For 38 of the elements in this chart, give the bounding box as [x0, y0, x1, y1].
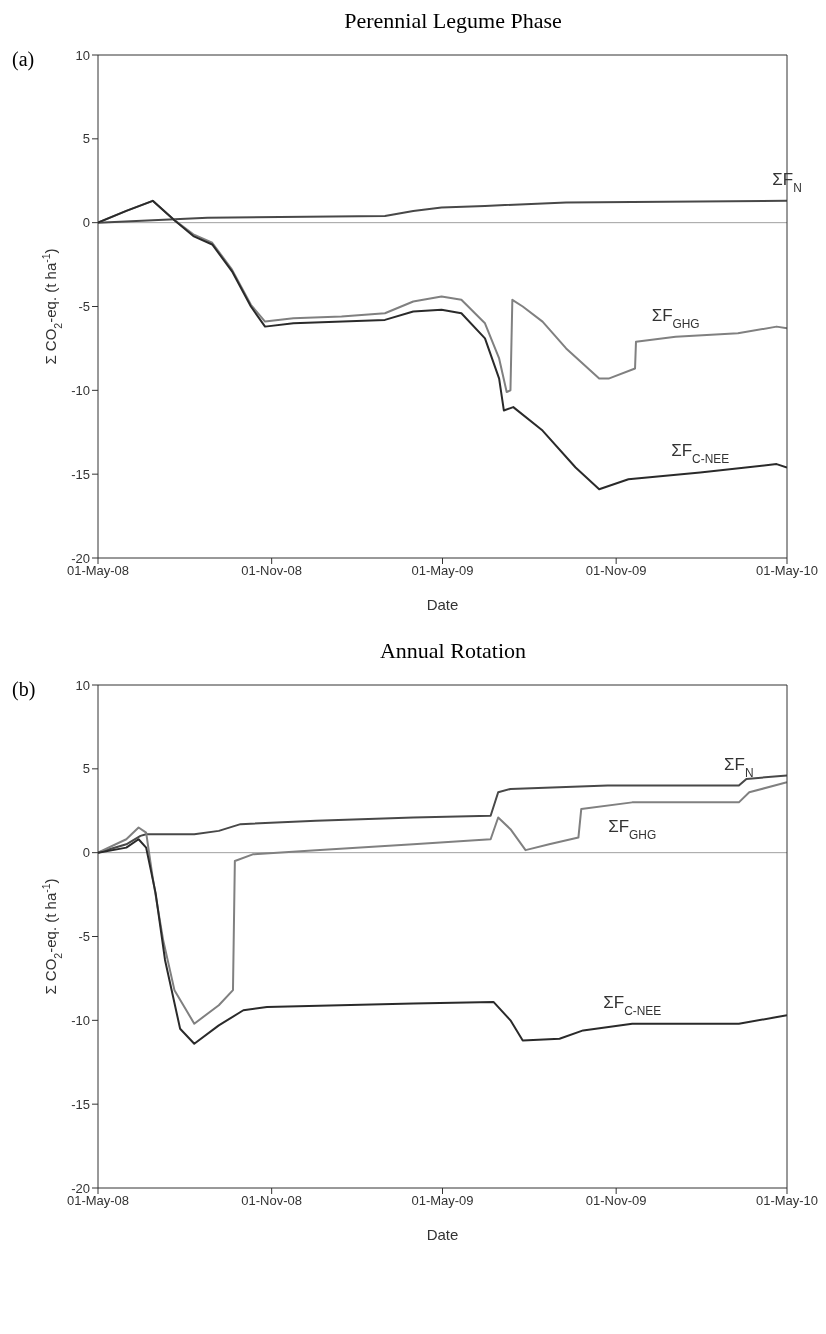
line-series	[98, 199, 787, 224]
series-label: ΣF$_{N}$	[772, 169, 802, 195]
x-axis-title: Date	[426, 1226, 459, 1243]
y-tick-label: -10	[71, 1012, 90, 1028]
series-label: ΣF$_{C-NEE}$	[603, 992, 662, 1018]
y-tick-label: -15	[71, 1096, 90, 1112]
x-axis-title: Date	[426, 596, 459, 613]
series-label: ΣF$_{C-NEE}$	[671, 441, 730, 467]
x-tick-label: 01-May-10	[755, 1193, 819, 1209]
y-tick-label: -5	[78, 929, 90, 945]
x-tick-label: 01-Nov-09	[585, 563, 647, 579]
y-tick-label: 0	[82, 845, 90, 861]
y-tick-label: -10	[71, 382, 90, 398]
y-tick-label: 5	[82, 761, 90, 777]
x-tick-label: 01-Nov-09	[585, 1193, 647, 1209]
chart-title: Perennial Legume Phase	[343, 8, 563, 35]
x-tick-label: 01-May-10	[755, 563, 819, 579]
y-tick-label: 10	[75, 677, 90, 693]
x-tick-label: 01-May-08	[66, 1193, 130, 1209]
x-tick-label: 01-May-09	[411, 1193, 474, 1209]
y-tick-label: -5	[78, 299, 90, 315]
text: (a)	[12, 48, 35, 71]
y-tick-label: 10	[75, 47, 90, 63]
x-tick-label: 01-May-09	[411, 563, 474, 579]
x-tick-label: 01-May-08	[66, 563, 130, 579]
x-tick-label: 01-Nov-08	[241, 563, 303, 579]
series-label: ΣF$_{N}$	[724, 754, 754, 780]
y-tick-label: 5	[82, 131, 90, 147]
series-label: ΣF$_{GHG}$	[651, 305, 700, 331]
text: (b)	[12, 678, 36, 701]
chart-title: Annual Rotation	[378, 638, 527, 665]
y-tick-label: 0	[82, 215, 90, 231]
y-tick-label: -20	[71, 1180, 90, 1196]
series-label: ΣF$_{GHG}$	[608, 817, 657, 843]
y-tick-label: -20	[71, 550, 90, 566]
x-tick-label: 01-Nov-08	[241, 1193, 303, 1209]
line-series	[98, 781, 787, 1025]
y-tick-label: -15	[71, 466, 90, 482]
